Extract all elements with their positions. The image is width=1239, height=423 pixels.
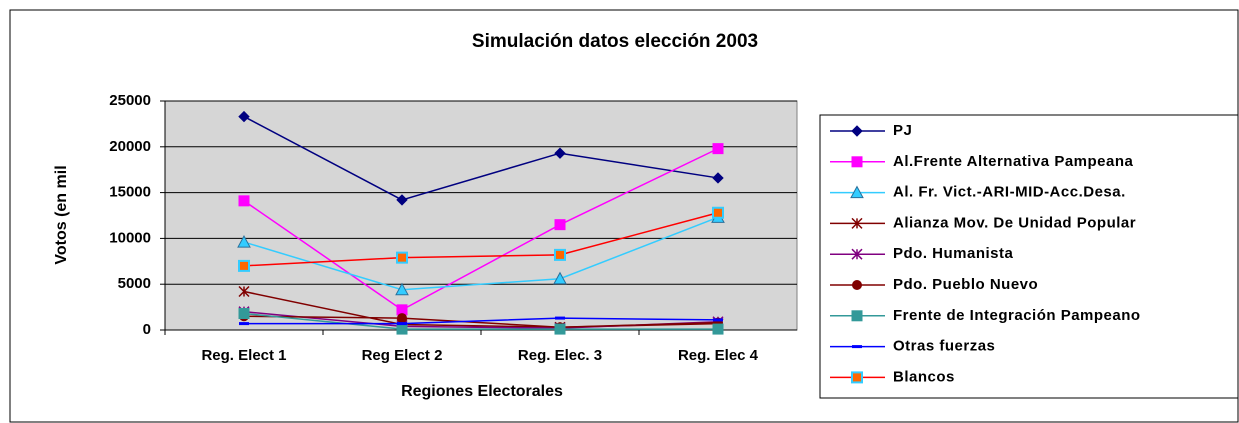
legend-marker	[852, 280, 862, 290]
chart-title: Simulación datos elección 2003	[472, 31, 758, 52]
data-point	[238, 110, 250, 123]
legend-label: Al.Frente Alternativa Pampeana	[893, 153, 1134, 170]
legend-label: Otras fuerzas	[893, 338, 995, 355]
data-point	[396, 323, 408, 335]
data-point	[238, 259, 250, 272]
legend-label: Pdo. Humanista	[893, 245, 1014, 262]
data-point	[712, 323, 724, 335]
series-line	[243, 312, 718, 330]
legend-marker	[851, 156, 863, 168]
legend-box	[819, 114, 1239, 399]
series-line	[243, 147, 719, 311]
data-point	[397, 322, 407, 326]
data-point	[395, 282, 409, 296]
legend-label: Al. Fr. Vict.-ARI-MID-Acc.Desa.	[893, 184, 1126, 201]
y-tick-label: 15000	[109, 184, 151, 201]
data-point	[238, 195, 250, 207]
legend-marker	[851, 125, 863, 137]
data-point	[553, 271, 567, 285]
legend-label: Pdo. Pueblo Nuevo	[893, 276, 1038, 293]
data-point	[238, 285, 250, 298]
series-line	[243, 212, 719, 267]
data-point	[555, 316, 565, 320]
y-tick-label: 20000	[109, 138, 151, 155]
x-tick-label: Reg. Elec. 3	[518, 347, 602, 364]
data-point	[554, 248, 566, 261]
series-line	[243, 115, 719, 201]
y-tick-label: 10000	[109, 229, 151, 246]
x-tick-label: Reg. Elec 4	[678, 347, 759, 364]
y-tick-label: 25000	[109, 92, 151, 109]
legend-marker	[852, 345, 862, 349]
legend-marker	[851, 217, 863, 229]
x-tick-label: Reg. Elect 1	[201, 347, 286, 364]
data-point	[712, 206, 724, 219]
y-tick-label: 5000	[118, 275, 151, 292]
data-point	[554, 219, 566, 231]
data-point	[397, 313, 407, 324]
data-point	[712, 143, 724, 155]
legend-label: Frente de Integración Pampeano	[893, 307, 1141, 324]
data-point	[554, 323, 566, 335]
series-line	[243, 315, 719, 329]
plot-area	[164, 100, 798, 331]
data-point	[396, 194, 408, 206]
legend-label: Alianza Mov. De Unidad Popular	[893, 214, 1136, 231]
x-axis-label: Regiones Electorales	[401, 383, 563, 400]
series-line	[244, 317, 719, 325]
series-line	[243, 216, 719, 291]
legend-label: Blancos	[893, 368, 955, 385]
data-point	[554, 147, 566, 159]
x-tick-label: Reg Elect 2	[362, 347, 443, 364]
data-point	[238, 308, 250, 320]
y-tick-label: 0	[143, 321, 151, 338]
data-point	[713, 318, 723, 322]
legend-marker	[851, 248, 863, 260]
legend-label: PJ	[893, 122, 912, 139]
y-axis-label: Votos (en mil	[53, 165, 70, 264]
legend-marker	[851, 371, 863, 384]
data-point	[237, 235, 251, 248]
data-point	[712, 172, 724, 184]
data-point	[396, 251, 408, 264]
legend-marker	[851, 310, 863, 322]
data-point	[239, 322, 249, 326]
legend-marker	[850, 185, 864, 199]
